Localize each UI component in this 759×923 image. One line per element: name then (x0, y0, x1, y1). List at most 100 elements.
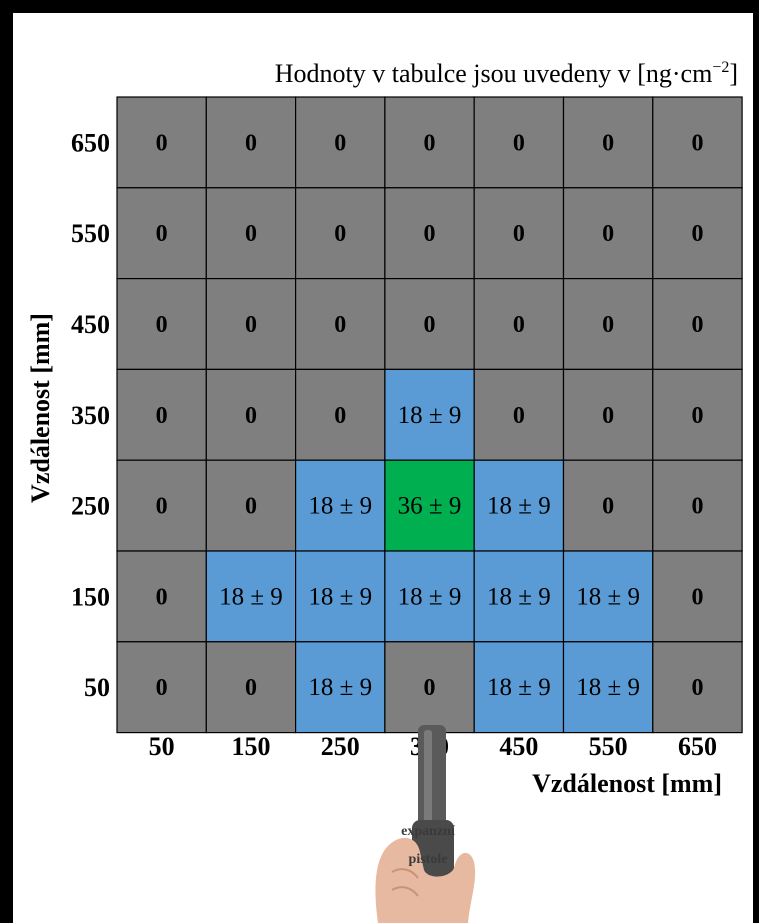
heatmap-cell-value: 18 ± 9 (398, 402, 462, 429)
annotation-line-1: expanzní (401, 824, 456, 839)
heatmap-cell (473, 278, 565, 371)
heatmap-cell (652, 550, 743, 643)
heatmap-cell-value: 0 (245, 312, 257, 338)
heatmap-cell-value: 0 (156, 675, 168, 701)
heatmap-cell-value: 0 (513, 130, 525, 156)
heatmap-cell-value: 18 ± 9 (487, 493, 551, 520)
heatmap-cell-value: 0 (334, 221, 346, 247)
heatmap-cell-value: 0 (334, 403, 346, 429)
heatmap-cell-value: 0 (602, 403, 614, 429)
heatmap-cell (473, 641, 565, 734)
heatmap-cell (205, 641, 297, 734)
heatmap-cell-value: 0 (245, 221, 257, 247)
pistol-in-hand-illustration: expanzní pistole (375, 725, 476, 923)
cells-layer (116, 96, 743, 734)
heatmap-cell (652, 96, 743, 189)
heatmap-cell (473, 96, 565, 189)
heatmap-cell-value: 18 ± 9 (308, 583, 372, 610)
heatmap-cell (384, 368, 475, 461)
heatmap-cell (562, 459, 654, 552)
heatmap-cell-value: 18 ± 9 (219, 583, 283, 610)
heatmap-cell (295, 550, 386, 643)
heatmap-cell (116, 550, 207, 643)
hand-shape (375, 837, 476, 923)
y-axis-label: Vzdálenost [mm] (26, 313, 55, 503)
heatmap-cell-value: 0 (602, 130, 614, 156)
heatmap-cell-value: 0 (691, 221, 703, 247)
x-tick-label: 650 (678, 732, 717, 761)
heatmap-cell (652, 278, 743, 371)
heatmap-cell-value: 0 (156, 584, 168, 610)
heatmap-cell-value: 0 (602, 312, 614, 338)
title-superscript: −2 (712, 59, 729, 76)
heatmap-cell-value: 18 ± 9 (308, 493, 372, 520)
y-tick-label: 150 (71, 582, 110, 611)
heatmap-cell (562, 278, 654, 371)
heatmap-cell-value: 18 ± 9 (576, 674, 640, 701)
title-main: Hodnoty v tabulce jsou uvedeny v [ng·cm (275, 59, 713, 88)
heatmap-cell (295, 278, 386, 371)
heatmap-cell-value: 0 (691, 130, 703, 156)
heatmap-cell-value: 0 (691, 675, 703, 701)
heatmap-cell (295, 368, 386, 461)
heatmap-cell (295, 96, 386, 189)
heatmap-cell (652, 368, 743, 461)
heatmap-cell-value: 0 (156, 312, 168, 338)
heatmap-cell (384, 459, 475, 552)
heatmap-cell-value: 18 ± 9 (308, 674, 372, 701)
y-tick-label: 250 (71, 492, 110, 521)
labels-layer: 0 0 0 0 0 0 0 0 0 0 0 0 0 0 0 0 0 0 0 0 0 0 0 0 18 ± 9 0 0 0 0 0 18 ± … (71, 128, 717, 761)
heatmap-cell-value: 0 (334, 130, 346, 156)
heatmap-cell (116, 187, 207, 280)
heatmap-cell-value: 0 (334, 312, 346, 338)
heatmap-cell-value: 0 (691, 584, 703, 610)
heatmap-cell (652, 641, 743, 734)
heatmap-cell (205, 278, 297, 371)
heatmap-cell (295, 187, 386, 280)
heatmap-cell-value: 0 (513, 312, 525, 338)
heatmap-cell (562, 641, 654, 734)
x-tick-label: 250 (321, 732, 360, 761)
x-tick-label: 150 (231, 732, 270, 761)
chart-title: Hodnoty v tabulce jsou uvedeny v [ng·cm−… (275, 59, 738, 88)
y-tick-label: 450 (71, 310, 110, 339)
heatmap-cell-value: 0 (424, 130, 436, 156)
heatmap-cell-value: 0 (245, 403, 257, 429)
heatmap-cell-value: 0 (602, 221, 614, 247)
heatmap-cell (384, 278, 475, 371)
heatmap-cell-value: 0 (156, 130, 168, 156)
heatmap-cell-value: 0 (424, 675, 436, 701)
heatmap-cell-value: 0 (424, 221, 436, 247)
heatmap-cell (562, 550, 654, 643)
heatmap-cell (473, 459, 565, 552)
heatmap-cell-value: 36 ± 9 (398, 493, 462, 520)
heatmap-cell-value: 18 ± 9 (487, 674, 551, 701)
y-tick-label: 650 (71, 128, 110, 157)
heatmap-cell (473, 550, 565, 643)
heatmap-cell (205, 368, 297, 461)
heatmap-cell-value: 0 (691, 403, 703, 429)
heatmap-cell-value: 18 ± 9 (398, 583, 462, 610)
heatmap-cell-value: 0 (156, 403, 168, 429)
heatmap-cell-value: 0 (424, 312, 436, 338)
heatmap-cell-value: 0 (513, 221, 525, 247)
heatmap-cell (116, 278, 207, 371)
heatmap-cell (384, 96, 475, 189)
y-tick-label: 350 (71, 401, 110, 430)
heatmap-cell-value: 0 (156, 221, 168, 247)
annotation-line-2: pistole (409, 852, 448, 867)
heatmap-cell-value: 18 ± 9 (487, 583, 551, 610)
title-end: ] (729, 59, 738, 88)
x-tick-label: 450 (499, 732, 538, 761)
heatmap-cell-value: 0 (691, 312, 703, 338)
heatmap-cell (473, 187, 565, 280)
heatmap-cell-value: 0 (245, 494, 257, 520)
heatmap-cell (562, 96, 654, 189)
y-tick-label: 50 (84, 673, 110, 702)
x-tick-label: 550 (589, 732, 628, 761)
heatmap-cell (205, 550, 297, 643)
heatmap-cell (295, 641, 386, 734)
heatmap-cell-value: 0 (245, 130, 257, 156)
heatmap-cell (562, 187, 654, 280)
